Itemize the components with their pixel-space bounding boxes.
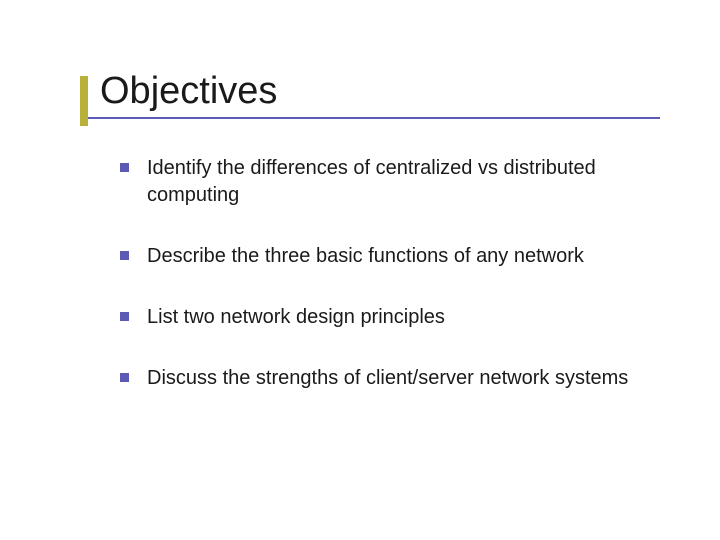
bullet-square-icon (120, 251, 129, 260)
list-item: Identify the differences of centralized … (120, 155, 650, 209)
bullet-square-icon (120, 312, 129, 321)
list-item: Discuss the strengths of client/server n… (120, 365, 650, 392)
list-item: List two network design principles (120, 304, 650, 331)
bullet-text: Describe the three basic functions of an… (147, 243, 584, 270)
bullet-square-icon (120, 373, 129, 382)
bullet-square-icon (120, 163, 129, 172)
bullet-text: Discuss the strengths of client/server n… (147, 365, 628, 392)
bullet-text: Identify the differences of centralized … (147, 155, 650, 209)
list-item: Describe the three basic functions of an… (120, 243, 650, 270)
title-underline (80, 117, 660, 119)
accent-bar (80, 76, 88, 126)
slide: Objectives Identify the differences of c… (0, 0, 720, 540)
slide-title: Objectives (80, 70, 660, 113)
title-region: Objectives (80, 70, 660, 119)
bullet-text: List two network design principles (147, 304, 445, 331)
content-region: Identify the differences of centralized … (80, 127, 660, 392)
